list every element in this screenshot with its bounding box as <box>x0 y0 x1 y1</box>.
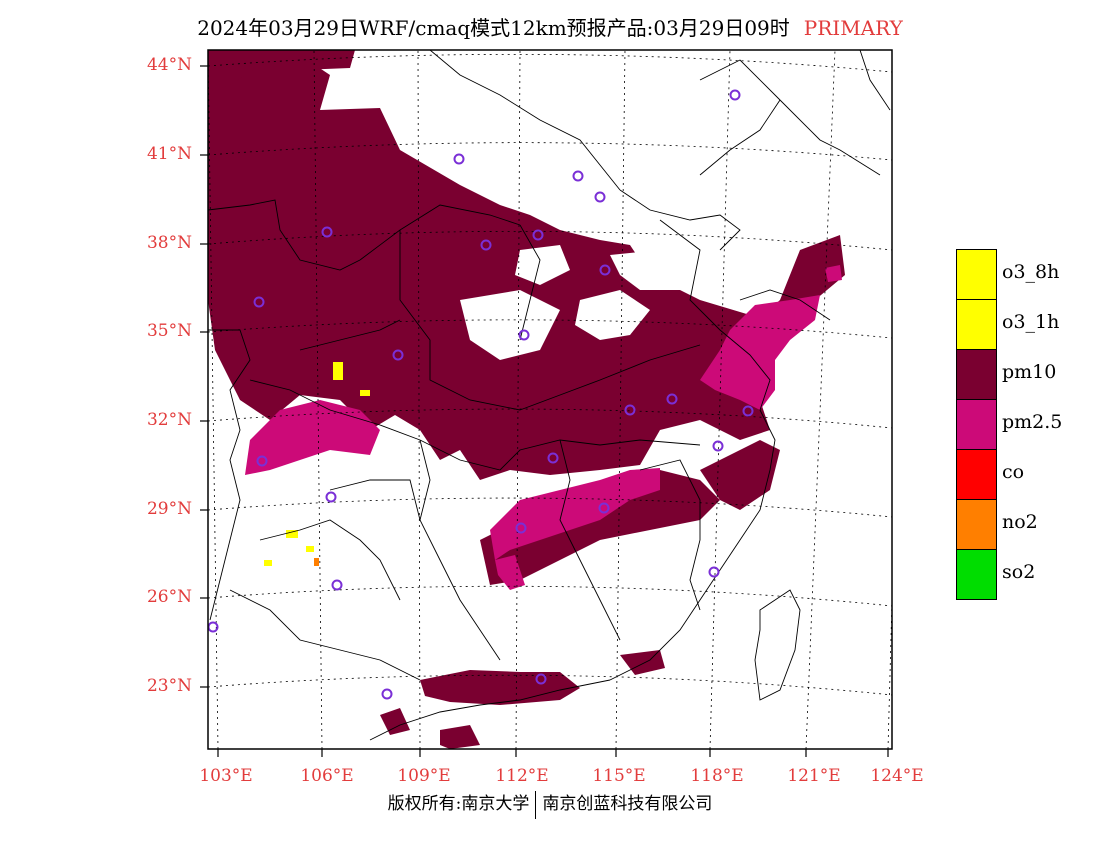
map-title: 2024年03月29日WRF/cmaq模式12km预报产品:03月29日09时 P… <box>0 12 1100 41</box>
o3-specks <box>264 362 370 566</box>
legend-label-so2: so2 <box>1002 561 1036 583</box>
copyright-separator <box>535 790 537 819</box>
lon-label-109e: 109°E <box>397 766 451 786</box>
legend-label-no2: no2 <box>1002 511 1038 533</box>
lon-label-106e: 106°E <box>300 766 354 786</box>
legend-swatch-no2 <box>956 499 997 550</box>
lat-label-41n: 41°N <box>146 144 192 164</box>
lon-label-103e: 103°E <box>199 766 253 786</box>
lon-label-112e: 112°E <box>495 766 549 786</box>
legend-swatch-o3-8h <box>956 249 997 300</box>
graticule <box>208 50 892 749</box>
legend-label-co: co <box>1002 461 1025 483</box>
legend-label-pm10: pm10 <box>1002 361 1057 383</box>
lon-label-118e: 118°E <box>690 766 744 786</box>
lat-label-32n: 32°N <box>146 410 192 430</box>
station-markers <box>208 89 754 700</box>
copyright-owner: 版权所有:南京大学 <box>387 794 530 814</box>
lon-label-124e: 124°E <box>870 766 924 786</box>
lat-label-29n: 29°N <box>146 499 192 519</box>
copyright-company: 南京创蓝科技有限公司 <box>542 794 713 814</box>
legend-swatch-co <box>956 449 997 500</box>
lat-label-44n: 44°N <box>146 55 192 75</box>
legend-swatch-pm25 <box>956 399 997 450</box>
title-primary-tag: PRIMARY <box>803 16 903 40</box>
lat-label-23n: 23°N <box>146 676 192 696</box>
pm10-regions <box>208 50 845 749</box>
boundaries <box>208 50 891 741</box>
no2-speck <box>314 558 319 566</box>
lon-label-121e: 121°E <box>787 766 841 786</box>
copyright-footer: 版权所有:南京大学 南京创蓝科技有限公司 <box>0 789 1100 819</box>
legend-swatch-o3-1h <box>956 299 997 350</box>
lat-label-35n: 35°N <box>146 321 192 341</box>
title-main: 2024年03月29日WRF/cmaq模式12km预报产品:03月29日09时 <box>197 16 790 40</box>
lon-label-115e: 115°E <box>592 766 646 786</box>
lat-label-38n: 38°N <box>146 233 192 253</box>
pm25-regions <box>245 265 842 590</box>
legend-label-o3-8h: o3_8h <box>1002 261 1060 283</box>
legend-label-pm25: pm2.5 <box>1002 411 1063 433</box>
tick-marks <box>200 65 889 757</box>
map-frame <box>207 49 893 750</box>
legend-swatch-pm10 <box>956 349 997 400</box>
lat-label-26n: 26°N <box>146 587 192 607</box>
legend-label-o3-1h: o3_1h <box>1002 311 1060 333</box>
legend-swatch-so2 <box>956 549 997 600</box>
